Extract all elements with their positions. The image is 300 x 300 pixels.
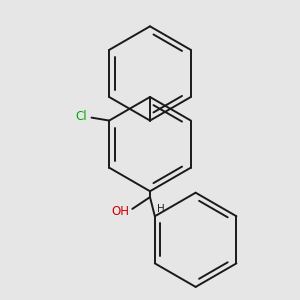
Text: H: H [158,204,165,214]
Text: Cl: Cl [76,110,87,123]
Text: OH: OH [111,205,129,218]
